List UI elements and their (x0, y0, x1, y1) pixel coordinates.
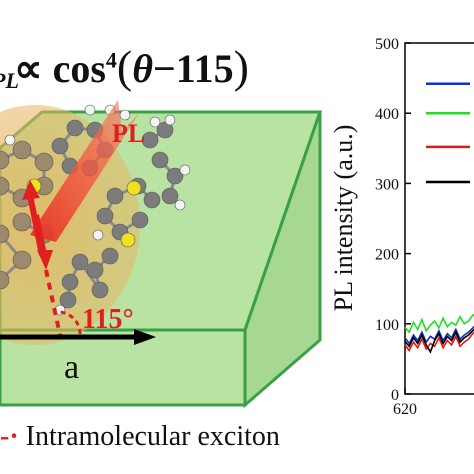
molecule-atom (4, 134, 16, 146)
molecule-atom (96, 207, 114, 225)
molecule-atom (71, 253, 89, 271)
y-tick-label: 400 (375, 106, 399, 123)
molecule-atom (106, 187, 124, 205)
cos-function: cos (52, 46, 106, 91)
molecule-atom (179, 164, 191, 176)
molecule-atom (59, 291, 77, 309)
molecule-atom (66, 119, 84, 137)
exciton-arrow-down (33, 214, 47, 256)
exciton-legend: -· Intramolecular exciton (0, 421, 280, 453)
equation-subscript: PL (0, 68, 19, 93)
minus-symbol: − (153, 46, 176, 91)
molecule-atom (120, 232, 136, 248)
molecule-atom (86, 261, 104, 279)
pl-label: PL (112, 119, 145, 148)
molecule-atom (0, 150, 10, 170)
substrate-front-face (0, 328, 247, 407)
molecule-atom (141, 131, 159, 149)
y-tick-label: 0 (391, 387, 399, 404)
molecule-atom (84, 104, 96, 116)
molecule-atom (0, 224, 10, 244)
molecule-atom (166, 167, 184, 185)
series-lines (404, 313, 474, 354)
exciton-arrowhead-down (37, 250, 53, 270)
molecule-atom (164, 114, 176, 126)
angle-arc (59, 310, 82, 335)
paren-close: ) (233, 41, 249, 92)
pl-intensity-chart: 0 100 200 300 400 500 620 PL intensity (a.u.) (329, 36, 474, 418)
molecule-atom (0, 176, 10, 196)
series-line-2 (404, 313, 474, 334)
exciton-dipole (22, 180, 82, 336)
a-axis-arrowhead (134, 329, 156, 345)
y-axis-label: PL intensity (a.u.) (329, 125, 358, 312)
molecule-atom (51, 137, 69, 155)
equation-main: ∝ cos4(θ−115) (14, 40, 249, 93)
molecule-atom (61, 273, 79, 291)
angle-value: 115 (175, 46, 234, 91)
molecule-atom (149, 116, 161, 128)
pl-arrow-beam (30, 100, 140, 242)
theta-symbol: θ (132, 46, 153, 91)
molecule-atom (101, 247, 119, 265)
molecule-atom (143, 191, 161, 209)
angle-label: 115° (82, 304, 134, 335)
a-axis-label: a (64, 349, 79, 386)
molecule-atom (34, 152, 54, 172)
exciton-legend-marker: -· (0, 421, 19, 452)
proportional-symbol: ∝ (14, 46, 43, 91)
molecule-atom (126, 180, 142, 196)
series-line-3 (404, 331, 474, 353)
legend-lines (426, 82, 470, 184)
exciton-legend-text: Intramolecular exciton (25, 421, 280, 452)
y-tick-label: 200 (375, 247, 399, 264)
molecule-atom (119, 109, 131, 121)
exciton-dashed-axis (44, 269, 62, 336)
equation: PL ∝ cos4(θ−115) (0, 34, 332, 104)
molecule-atom (91, 281, 109, 299)
y-tick-label: 500 (375, 36, 399, 53)
molecule-atom (12, 140, 32, 160)
molecule-atom (12, 250, 32, 270)
molecule-atom (131, 211, 149, 229)
pl-emission-arrow (30, 100, 140, 242)
series-line-4 (404, 328, 474, 354)
molecule-atom (12, 212, 32, 232)
molecule-atom (161, 187, 179, 205)
y-tick-label: 100 (375, 317, 399, 334)
molecule-atom (156, 121, 174, 139)
molecule-atom (151, 151, 169, 169)
molecule-atom (174, 199, 186, 211)
series-line-1 (404, 325, 474, 346)
a-axis-arrow (0, 329, 156, 345)
x-tick-label: 620 (393, 401, 417, 418)
molecule-atom (0, 270, 10, 290)
exciton-arrowhead-up (22, 180, 40, 200)
y-tick-label: 300 (375, 176, 399, 193)
x-axis-ticks: 620 (393, 388, 417, 418)
molecule-atom (92, 229, 104, 241)
paren-open: ( (116, 41, 133, 92)
cos-power: 4 (105, 47, 117, 73)
y-axis-ticks: 0 100 200 300 400 500 (375, 36, 411, 404)
